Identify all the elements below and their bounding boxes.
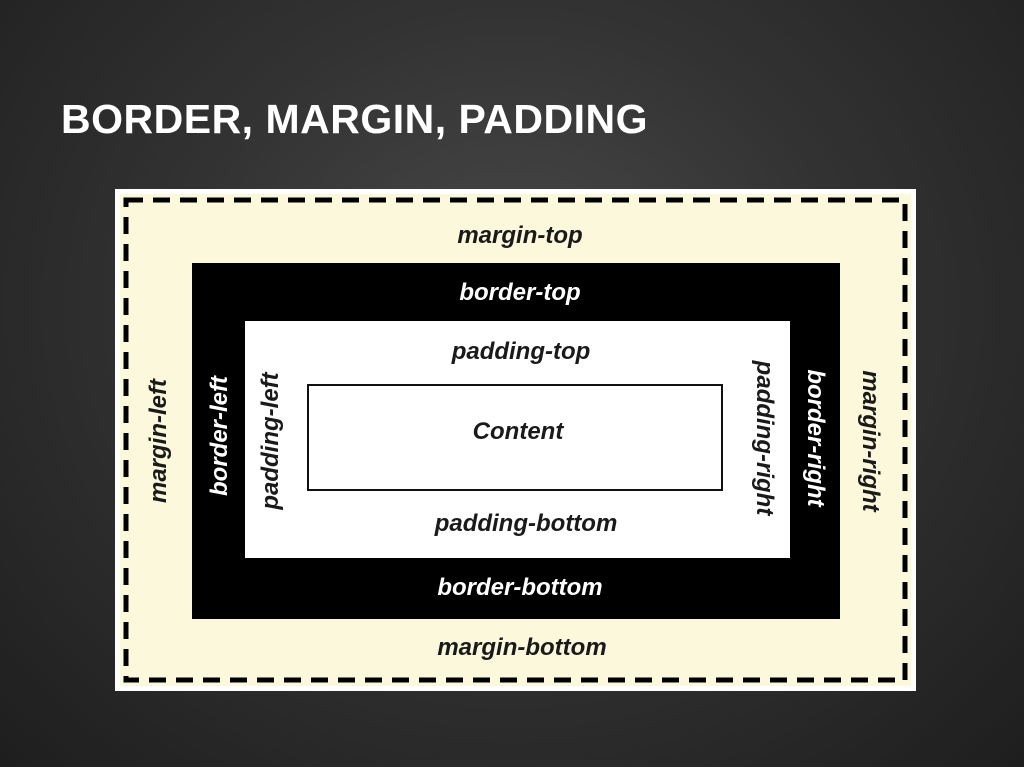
padding-top-label: padding-top (451, 338, 591, 365)
content-label: Content (472, 418, 564, 445)
border-right-label: border-right (802, 369, 829, 507)
margin-dashed-outline (123, 197, 908, 683)
padding-right-label: padding-right (751, 360, 778, 516)
border-left-label: border-left (206, 376, 233, 496)
margin-left-label: margin-left (145, 378, 172, 504)
content-box (307, 384, 723, 491)
margin-bottom-label: margin-bottom (437, 634, 607, 661)
margin-top-label: margin-top (457, 222, 583, 249)
padding-bottom-label: padding-bottom (434, 510, 618, 537)
border-top-label: border-top (459, 279, 581, 306)
slide-title: BORDER, MARGIN, PADDING (61, 96, 649, 142)
margin-right-label: margin-right (857, 370, 884, 512)
padding-left-label: padding-left (257, 372, 284, 510)
border-bottom-label: border-bottom (437, 574, 603, 601)
